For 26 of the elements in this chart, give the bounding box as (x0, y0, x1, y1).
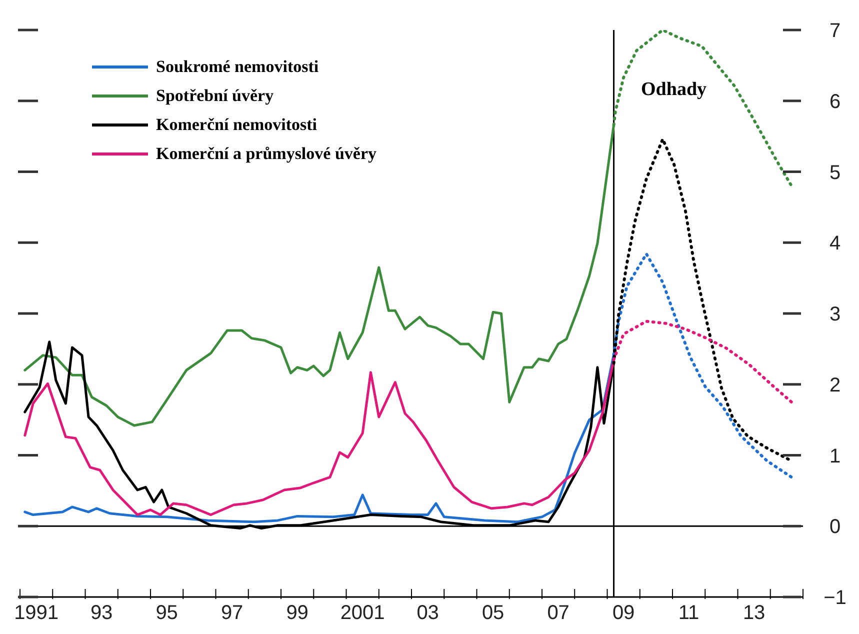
x-tick-label: 1991 (14, 602, 59, 624)
y-tick-label: 2 (829, 374, 841, 396)
y-tick-label: 6 (829, 90, 841, 113)
x-tick-label: 07 (547, 602, 570, 624)
y-tick-label: −1 (824, 587, 846, 609)
y-tick-label: 4 (829, 232, 841, 255)
x-tick-label: 95 (156, 602, 178, 624)
x-tick-label: 97 (220, 602, 244, 624)
y-tick-label: 1 (829, 445, 841, 468)
y-tick-label: 5 (829, 162, 841, 184)
x-tick-label: 05 (482, 602, 504, 624)
y-tick-label: 7 (829, 20, 841, 42)
x-tick-label: 09 (612, 602, 635, 624)
x-tick-label: 93 (90, 602, 113, 624)
legend-label: Komerční a průmyslové úvěry (156, 144, 376, 164)
y-tick-label: 0 (829, 516, 841, 538)
ref-line-label: Odhady (641, 79, 708, 100)
x-tick-label: 03 (416, 602, 439, 624)
x-tick-label: 2001 (340, 602, 385, 624)
x-tick-label: 11 (678, 602, 700, 624)
x-tick-label: 99 (286, 602, 308, 624)
legend-label: Spotřební úvěry (156, 86, 274, 106)
y-tick-label: 3 (829, 304, 841, 326)
legend-label: Komerční nemovitosti (156, 114, 317, 134)
legend-label: Soukromé nemovitosti (156, 56, 319, 76)
x-tick-label: 13 (742, 602, 766, 624)
